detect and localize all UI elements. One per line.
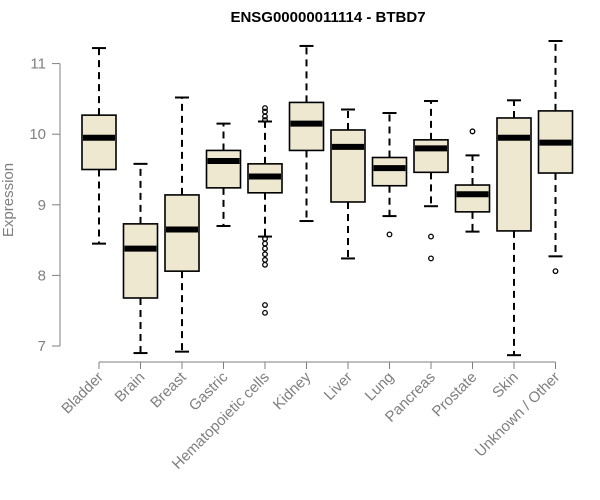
y-tick-label: 10: [29, 126, 46, 143]
x-tick-label: Prostate: [429, 369, 481, 421]
outlier-point: [262, 261, 268, 268]
outlier-point: [262, 117, 268, 124]
y-tick-label: 9: [38, 197, 46, 214]
y-tick-label: 7: [38, 338, 46, 355]
iqr-box: [454, 184, 491, 213]
outlier-point: [262, 105, 268, 112]
chart-title: ENSG00000011114 - BTBD7: [230, 9, 425, 26]
iqr-box: [122, 223, 159, 299]
box-kidney: [288, 44, 325, 223]
box-pancreas: [413, 100, 449, 262]
iqr-box: [330, 129, 366, 203]
outlier-point: [469, 128, 476, 135]
box-liver: [330, 108, 366, 260]
box-skin: [496, 99, 532, 357]
outlier-point: [428, 233, 434, 240]
x-tick-label: Lung: [362, 369, 398, 405]
y-axis-label: Expression: [0, 163, 17, 237]
x-tick-label: Liver: [321, 369, 356, 404]
outlier-point: [262, 309, 268, 316]
box-gastric: [205, 122, 242, 227]
iqr-box: [205, 149, 242, 189]
box-bladder: [81, 47, 117, 245]
boxes-group: [81, 40, 574, 357]
box-unknown-other: [537, 40, 574, 275]
iqr-box: [164, 194, 200, 272]
y-axis: 7 8 9 10 11: [29, 56, 61, 355]
x-tick-label: Skin: [489, 369, 522, 402]
x-tick-label: Kidney: [270, 368, 315, 413]
outlier-point: [262, 113, 268, 120]
outlier-point: [386, 231, 393, 238]
box-prostate: [454, 128, 491, 233]
outlier-point: [262, 240, 268, 247]
box-breast: [164, 96, 200, 353]
box-hematopoietic-cells: [247, 105, 283, 316]
x-tick-label: Bladder: [58, 369, 107, 418]
outlier-point: [428, 255, 434, 262]
y-tick-label: 11: [30, 56, 46, 73]
x-tick-label: Brain: [112, 369, 149, 406]
outlier-point: [262, 245, 268, 252]
x-tick-label: Breast: [147, 368, 190, 411]
outlier-point: [262, 302, 268, 309]
iqr-box: [413, 139, 449, 174]
outlier-point: [262, 256, 268, 263]
box-lung: [371, 112, 408, 238]
y-tick-label: 8: [38, 267, 46, 284]
iqr-box: [81, 114, 117, 171]
box-brain: [122, 162, 159, 355]
outlier-point: [552, 268, 559, 275]
outlier-point: [262, 251, 268, 258]
iqr-box: [371, 156, 408, 187]
